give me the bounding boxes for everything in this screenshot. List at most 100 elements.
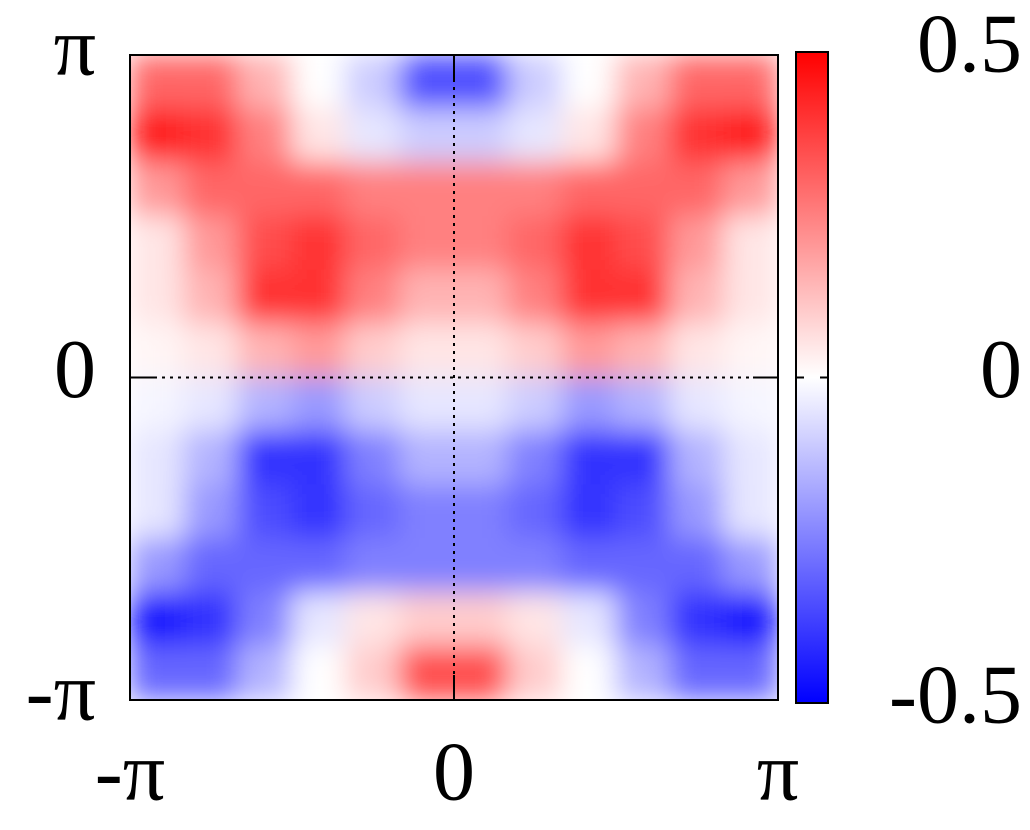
heatmap-cell [507, 269, 563, 325]
heatmap-cell [291, 323, 347, 378]
heatmap-cell [561, 108, 617, 163]
heatmap-cell [291, 377, 347, 432]
heatmap-cell [291, 592, 347, 647]
heatmap-cell [130, 162, 185, 217]
heatmap-cell [237, 430, 293, 486]
heatmap-cell [669, 377, 725, 432]
heatmap-cell [399, 55, 455, 110]
heatmap-cell [237, 592, 293, 647]
heatmap-cell [399, 484, 455, 540]
heatmap-cell [291, 55, 347, 110]
heatmap-cell [561, 269, 617, 325]
heatmap-cell [561, 592, 617, 647]
heatmap-cell [561, 55, 617, 110]
heatmap-cell [291, 645, 347, 700]
heatmap-cell [291, 484, 347, 540]
heatmap-cell [237, 323, 293, 378]
colorbar-tick-label: 0 [980, 323, 1022, 416]
heatmap-cell [183, 538, 239, 593]
heatmap-cell [669, 323, 725, 378]
heatmap-cell [453, 108, 509, 163]
heatmap-cell [615, 645, 671, 700]
heatmap-cell [345, 538, 401, 593]
heatmap-cell [345, 108, 401, 163]
heatmap-cell [183, 377, 239, 432]
heatmap-cell [345, 377, 401, 432]
colorbar-tick-label: 0.5 [917, 0, 1022, 90]
x-tick-label: π [757, 725, 799, 818]
heatmap-cell [345, 323, 401, 378]
heatmap-cell [723, 55, 778, 110]
heatmap-cell [507, 162, 563, 217]
heatmap-cell [453, 538, 509, 593]
heatmap-cell [615, 323, 671, 378]
heatmap-cell [453, 592, 509, 647]
heatmap-cell [561, 484, 617, 540]
heatmap-cell [615, 108, 671, 163]
y-tick-label: -π [26, 645, 96, 738]
heatmap-cell [615, 215, 671, 271]
heatmap-cell [183, 592, 239, 647]
heatmap-cell [291, 162, 347, 217]
heatmap-cell [561, 162, 617, 217]
heatmap-cell [723, 645, 778, 700]
heatmap-cell [669, 645, 725, 700]
heatmap-cell [399, 108, 455, 163]
y-tick-label: π [54, 0, 96, 93]
heatmap-cell [183, 215, 239, 271]
heatmap-cell [453, 430, 509, 486]
heatmap-cell [723, 430, 778, 486]
heatmap-cell [183, 645, 239, 700]
heatmap-cell [130, 377, 185, 432]
heatmap-cell [669, 108, 725, 163]
heatmap-cell [615, 377, 671, 432]
heatmap-cell [453, 162, 509, 217]
heatmap-cell [561, 538, 617, 593]
heatmap-cell [183, 484, 239, 540]
heatmap-cell [130, 484, 185, 540]
heatmap-cell [507, 108, 563, 163]
heatmap-cell [669, 55, 725, 110]
heatmap-cell [130, 108, 185, 163]
heatmap-cell [399, 430, 455, 486]
heatmap-cell [237, 162, 293, 217]
heatmap-cell [291, 269, 347, 325]
heatmap-cell [130, 323, 185, 378]
heatmap-cell [130, 215, 185, 271]
heatmap-cell [237, 108, 293, 163]
heatmap [130, 55, 778, 700]
heatmap-cell [291, 108, 347, 163]
heatmap-cell [291, 430, 347, 486]
x-tick-label: -π [95, 725, 165, 818]
heatmap-cell [669, 538, 725, 593]
heatmap-cell [399, 215, 455, 271]
heatmap-cell [615, 538, 671, 593]
heatmap-cell [399, 592, 455, 647]
heatmap-cell [291, 538, 347, 593]
heatmap-cell [615, 55, 671, 110]
heatmap-cell [723, 538, 778, 593]
heatmap-cell [507, 377, 563, 432]
heatmap-cell [183, 162, 239, 217]
x-tick-label: 0 [433, 725, 475, 818]
heatmap-cell [507, 55, 563, 110]
heatmap-cell [561, 323, 617, 378]
heatmap-cell [561, 377, 617, 432]
heatmap-cell [345, 592, 401, 647]
heatmap-cell [237, 55, 293, 110]
colorbar-tick-label: -0.5 [889, 648, 1022, 741]
heatmap-cell [399, 645, 455, 700]
heatmap-cell [399, 323, 455, 378]
heatmap-cell [183, 269, 239, 325]
heatmap-cell [723, 215, 778, 271]
heatmap-cell [723, 323, 778, 378]
heatmap-cell [615, 430, 671, 486]
heatmap-cell [130, 592, 185, 647]
y-tick-label: 0 [54, 323, 96, 416]
heatmap-cell [130, 538, 185, 593]
heatmap-cell [507, 592, 563, 647]
heatmap-cell [507, 323, 563, 378]
heatmap-cell [183, 108, 239, 163]
heatmap-cell [237, 377, 293, 432]
